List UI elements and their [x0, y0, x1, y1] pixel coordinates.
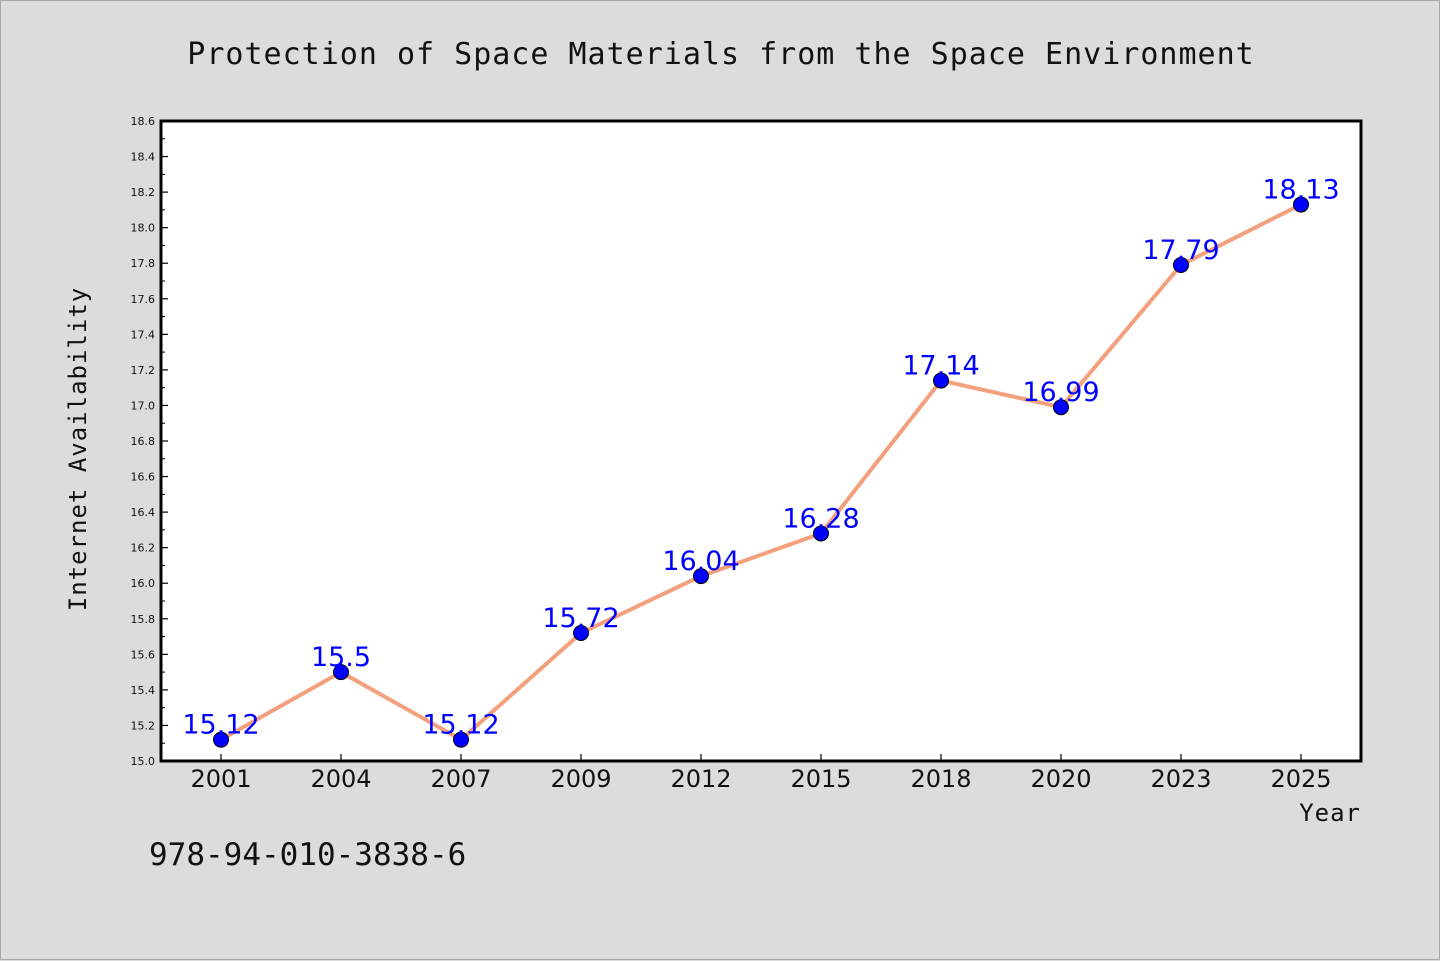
data-label: 15.72: [542, 603, 619, 634]
data-point: [1173, 257, 1189, 273]
data-point: [333, 664, 349, 681]
data-label: 16.28: [782, 503, 859, 534]
data-label: 15.12: [422, 710, 499, 741]
data-label: 17.14: [902, 351, 979, 382]
data-label: 16.04: [662, 546, 739, 577]
x-tick-label: 2009: [550, 765, 611, 793]
plot-border: [159, 119, 1363, 763]
x-tick-label: 2012: [670, 765, 731, 793]
y-tick-label: 15.4: [131, 684, 156, 697]
data-point: [693, 568, 709, 585]
x-tick-label: 2007: [430, 765, 491, 793]
y-tick-label: 18.6: [131, 115, 156, 128]
data-label: 15.12: [182, 710, 259, 741]
x-tick-label: 2004: [310, 765, 371, 793]
x-tick-label: 2015: [790, 765, 851, 793]
y-tick-label: 15.6: [131, 648, 156, 661]
y-tick-label: 18.4: [131, 151, 156, 164]
data-point: [213, 731, 229, 748]
y-axis-label: Internet Availability: [64, 287, 92, 611]
y-axis-ticks: 15.0 15.2 15.4 15.6 15.8 16.0 16.2 16.4 16.6 16.8…: [131, 115, 168, 768]
y-tick-label: 18.0: [131, 222, 156, 235]
y-tick-label: 16.6: [131, 471, 156, 484]
y-tick-label: 16.2: [131, 542, 156, 555]
y-tick-label: 15.2: [131, 719, 156, 732]
data-labels-group: 15.12 15.5 15.12 15.72 16.04 16.28 17.14 16.99 1…: [182, 175, 1339, 741]
x-tick-label: 2018: [910, 765, 971, 793]
y-tick-label: 17.6: [131, 293, 156, 306]
y-tick-label: 17.0: [131, 399, 156, 412]
y-tick-label: 18.2: [131, 186, 156, 199]
data-point: [933, 372, 949, 389]
series-line: [220, 202, 1302, 742]
y-tick-label: 17.8: [131, 257, 156, 270]
x-axis-label: Year: [1299, 799, 1361, 827]
x-tick-label: 2020: [1030, 765, 1091, 793]
data-label: 16.99: [1022, 377, 1099, 408]
data-point: [573, 625, 589, 641]
y-tick-label: 16.8: [131, 435, 156, 448]
series-group: [213, 196, 1309, 748]
chart-title: Protection of Space Materials from the S…: [187, 37, 1254, 72]
y-tick-label: 17.4: [131, 328, 156, 341]
data-point: [813, 525, 829, 542]
y-tick-label: 17.2: [131, 364, 156, 377]
plot-area: [161, 121, 1361, 761]
data-label: 18.13: [1262, 175, 1339, 206]
y-tick-label: 15.0: [131, 755, 156, 768]
x-axis-ticks: 2001 2004 2007 2009 2012 2015 2018 2020 2023 2025: [190, 754, 1332, 793]
y-tick-label: 16.0: [131, 577, 156, 590]
x-tick-label: 2001: [190, 765, 251, 793]
x-tick-label: 2023: [1150, 765, 1211, 793]
data-point: [1053, 399, 1069, 416]
data-label: 17.79: [1142, 235, 1219, 266]
data-label: 15.5: [311, 642, 371, 673]
data-point: [1293, 196, 1309, 213]
data-point: [453, 731, 469, 748]
isbn-text: 978-94-010-3838-6: [149, 837, 466, 873]
y-tick-label: 15.8: [131, 613, 156, 626]
x-tick-label: 2025: [1270, 765, 1331, 793]
y-tick-label: 16.4: [131, 506, 156, 519]
